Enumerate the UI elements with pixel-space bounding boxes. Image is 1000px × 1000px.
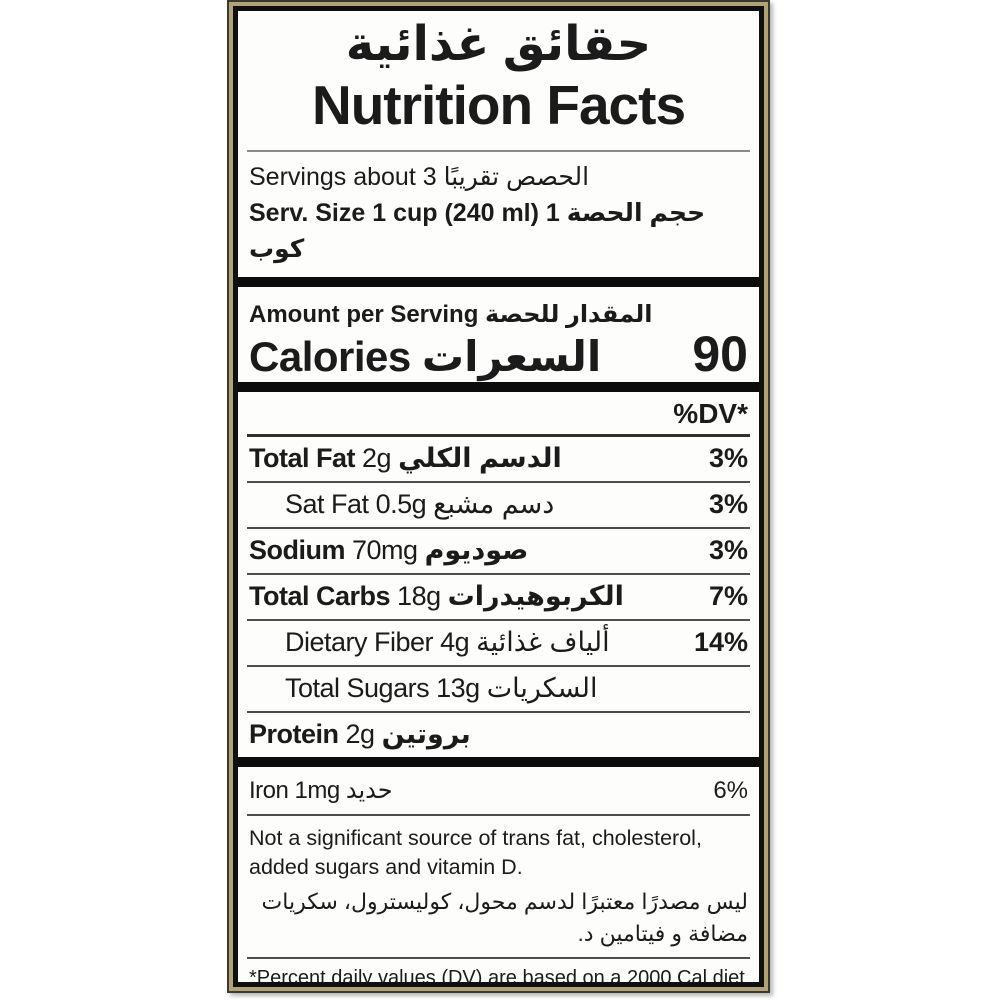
label-title-arabic: حقائق غذائية	[345, 18, 652, 71]
nutrient-dv: 3%	[708, 443, 748, 473]
calories-label-en: Calories	[249, 333, 411, 380]
daily-value-column-header: %DV*	[673, 398, 748, 429]
serving-size-line: Serv. Size 1 cup (240 ml) حجم الحصة 1 كو…	[249, 199, 706, 263]
nutrient-name-en: Sodium	[249, 535, 346, 565]
nutrient-name-en: Dietary Fiber	[285, 627, 434, 657]
nutrient-dv: 7%	[708, 581, 748, 611]
nutrient-name-ar: صوديوم	[424, 535, 529, 565]
nutrient-amount: 70mg	[352, 535, 418, 565]
nutrient-name-en: Sat Fat	[285, 489, 369, 519]
divider	[247, 619, 750, 621]
nutrient-name-en: Total Fat	[249, 443, 356, 473]
nutrient-name-ar: ألياف غذائية	[476, 627, 610, 657]
nutrient-dv: 3%	[708, 535, 748, 565]
divider	[247, 814, 750, 816]
nutrient-name-en: Total Carbs	[249, 581, 391, 611]
divider	[247, 434, 750, 437]
thick-divider	[238, 382, 759, 392]
calories-row: Calories السعرات 90	[247, 329, 750, 382]
nutrient-row-dietary-fiber: Dietary Fiber 4g ألياف غذائية 14%	[247, 621, 750, 665]
nutrient-row-sat-fat: Sat Fat 0.5g دسم مشبع 3%	[247, 483, 750, 527]
label-frame-inner: حقائق غذائية Nutrition Facts Servings ab…	[233, 6, 764, 987]
nutrient-name-en: Protein	[249, 719, 339, 749]
nutrient-row-total-carbs: Total Carbs 18g الكربوهيدرات 7%	[247, 575, 750, 619]
not-significant-note-english: Not a significant source of trans fat, c…	[249, 826, 702, 879]
nutrient-row-sodium: Sodium 70mg صوديوم 3%	[247, 529, 750, 573]
nutrient-amount: 4g	[440, 627, 470, 657]
nutrient-amount: 18g	[397, 581, 441, 611]
divider	[247, 150, 750, 152]
calories-label-ar: السعرات	[421, 333, 602, 380]
nutrient-row-total-sugars: Total Sugars 13g السكريات	[247, 667, 750, 711]
mineral-dv: 6%	[713, 777, 748, 804]
nutrient-row-protein: Protein 2g بروتين	[247, 713, 750, 757]
percent-dv-footnote-english: *Percent daily values (DV) are based on …	[249, 967, 745, 987]
label-frame-tan: حقائق غذائية Nutrition Facts Servings ab…	[229, 2, 768, 991]
label-title-english: Nutrition Facts	[311, 74, 686, 136]
mineral-row-iron: Iron 1mg حديد 6%	[247, 767, 750, 814]
mineral-name-ar: حديد	[345, 777, 393, 804]
nutrient-name-ar: بروتين	[381, 719, 472, 749]
mineral-name-en: Iron	[249, 777, 289, 804]
divider	[247, 527, 750, 529]
divider	[247, 957, 750, 959]
nutrient-name-ar: دسم مشبع	[433, 489, 555, 519]
calories-label: Calories السعرات	[249, 332, 602, 382]
nutrient-dv: 14%	[693, 627, 748, 657]
nutrient-amount: 2g	[345, 719, 376, 749]
nutrition-label: حقائق غذائية Nutrition Facts Servings ab…	[227, 0, 770, 993]
nutrient-name-ar: الدسم الكلي	[398, 443, 562, 473]
not-significant-note-arabic: ليس مصدرًا معتبرًا لدسم محول، كوليسترول،…	[261, 889, 748, 946]
nutrient-name-en: Total Sugars	[285, 673, 430, 703]
nutrient-name-ar: السكريات	[486, 673, 598, 703]
mineral-amount: 1mg	[294, 777, 341, 804]
divider	[247, 573, 750, 575]
thick-divider	[238, 277, 759, 287]
nutrient-amount: 13g	[436, 673, 480, 703]
nutrient-amount: 0.5g	[375, 489, 427, 519]
servings-line: Servings about 3 الحصص تقريبًا	[249, 163, 590, 191]
thick-divider	[238, 757, 759, 767]
nutrient-row-total-fat: Total Fat 2g الدسم الكلي 3%	[247, 437, 750, 481]
divider	[247, 711, 750, 713]
amount-per-serving: Amount per Serving المقدار للحصة	[249, 301, 653, 328]
calories-value: 90	[692, 326, 748, 382]
nutrient-dv: 3%	[708, 489, 748, 519]
divider	[247, 481, 750, 483]
nutrient-amount: 2g	[362, 443, 392, 473]
nutrient-name-ar: الكربوهيدرات	[447, 581, 625, 611]
divider	[247, 665, 750, 667]
